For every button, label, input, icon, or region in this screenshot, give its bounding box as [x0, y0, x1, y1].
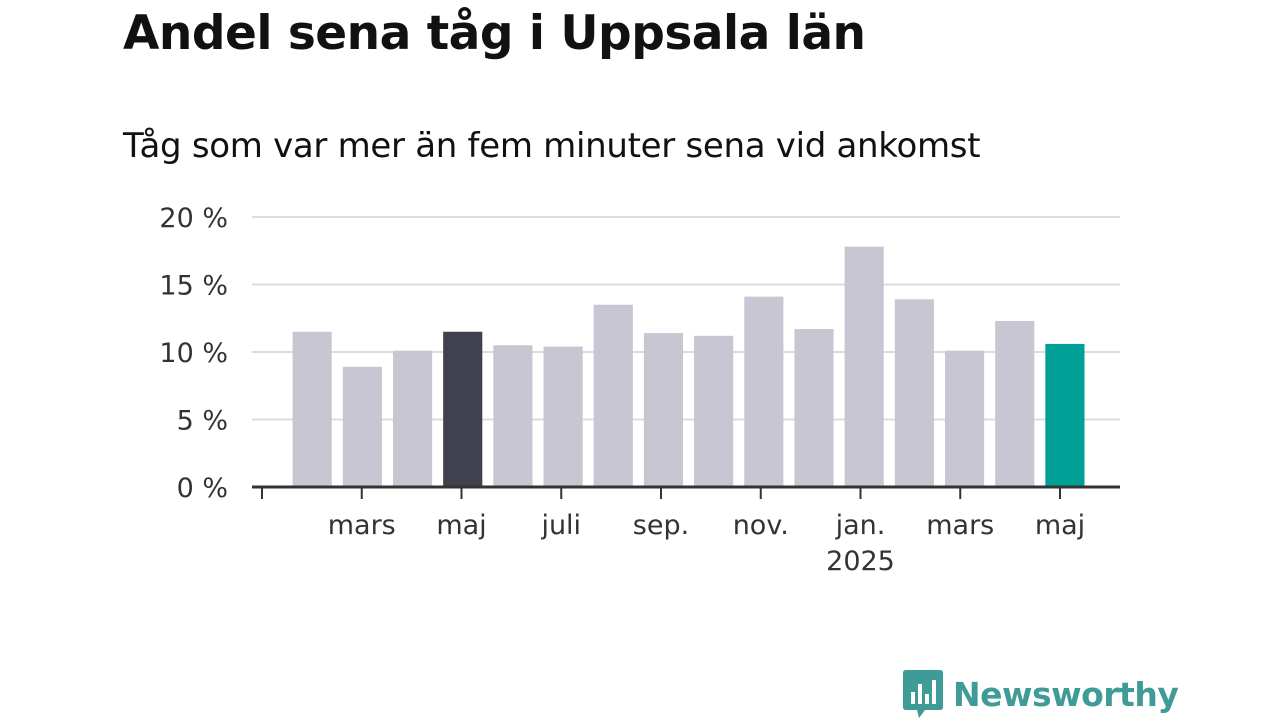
y-tick-label: 15 %	[159, 271, 228, 302]
x-tick-label: mars	[926, 510, 994, 541]
bar	[643, 333, 684, 487]
chart-title: Andel sena tåg i Uppsala län	[123, 6, 866, 61]
x-tick-year-label: 2025	[826, 546, 895, 577]
bar	[593, 304, 633, 487]
bar	[995, 320, 1035, 487]
bar	[694, 335, 734, 487]
y-tick-label: 5 %	[177, 406, 228, 437]
bar	[543, 346, 583, 487]
x-tick-label: sep.	[633, 510, 689, 541]
x-tick-label: maj	[436, 510, 486, 541]
chart-subtitle: Tåg som var mer än fem minuter sena vid …	[123, 126, 981, 166]
bar	[944, 350, 985, 487]
x-tick-label: juli	[540, 510, 581, 541]
bars	[292, 246, 1085, 487]
bar	[894, 299, 934, 487]
bar	[493, 345, 533, 487]
x-tick-label: nov.	[733, 510, 789, 541]
newsworthy-logo: Newsworthy	[903, 670, 1179, 718]
x-tick-label: jan.	[835, 510, 886, 541]
x-axis-ticks: mars maj juli sep. nov. jan. 2025 mars maj	[261, 487, 1085, 577]
bar	[744, 296, 784, 487]
y-tick-label: 0 %	[177, 473, 228, 504]
x-tick-label: maj	[1035, 510, 1085, 541]
y-axis-labels: 0 % 5 % 10 % 15 % 20 %	[159, 203, 228, 504]
bar	[392, 350, 433, 487]
bar	[844, 246, 884, 487]
bar	[443, 331, 483, 487]
bar	[794, 329, 834, 487]
bar-chart: 0 % 5 % 10 % 15 % 20 % mars maj juli sep. nov. ja…	[159, 203, 1120, 577]
bar	[292, 331, 332, 487]
y-tick-label: 10 %	[159, 338, 228, 369]
bar	[342, 366, 382, 487]
brand-name: Newsworthy	[953, 674, 1179, 714]
gridlines	[252, 216, 1120, 421]
y-tick-label: 20 %	[159, 203, 228, 234]
bar-chart-speech-bubble-icon	[903, 670, 943, 718]
bar	[1045, 343, 1085, 487]
x-tick-label: mars	[328, 510, 396, 541]
